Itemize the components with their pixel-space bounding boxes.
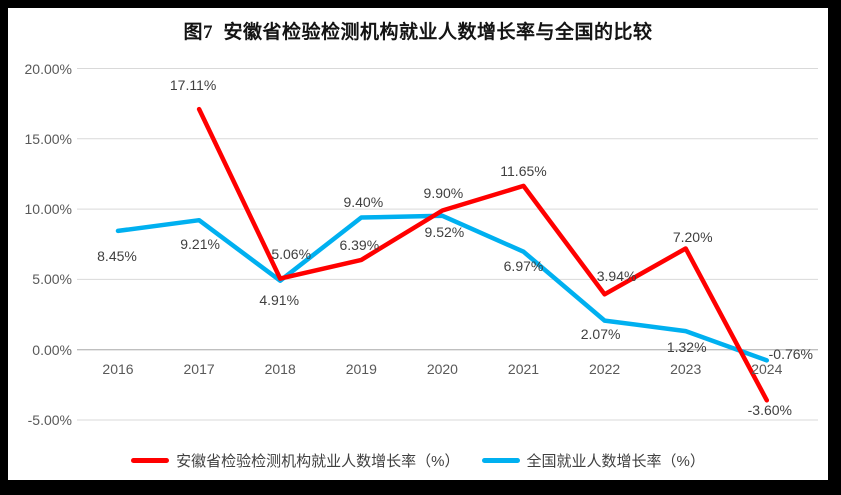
x-category-label: 2019 — [345, 361, 377, 377]
anhui-data-label: 17.11% — [169, 77, 217, 94]
y-tick-label: -5.00% — [27, 412, 72, 428]
legend-label: 全国就业人数增长率（%） — [526, 452, 705, 470]
x-category-label: 2021 — [507, 361, 540, 377]
national-data-label: -0.76% — [768, 346, 813, 363]
x-category-label: 2020 — [426, 361, 458, 377]
national-data-label: 9.21% — [180, 236, 220, 253]
anhui-data-label: 9.90% — [423, 184, 464, 201]
national-data-label: 8.45% — [97, 247, 137, 264]
chart-surface: 图7 安徽省检验检测机构就业人数增长率与全国的比较 20.00% 15.00% 10… — [8, 8, 828, 480]
x-category-label: 2022 — [589, 361, 621, 377]
plot-area — [77, 68, 818, 421]
y-tick-label: 10.00% — [24, 201, 72, 218]
x-category-label: 2023 — [670, 361, 702, 377]
x-category-label: 2024 — [751, 361, 783, 377]
legend-swatch-icon — [131, 457, 170, 463]
y-tick-label: 20.00% — [24, 60, 72, 77]
anhui-data-label: 3.94% — [596, 268, 637, 285]
anhui-data-label: 11.65% — [500, 162, 547, 179]
legend-item-anhui: 安徽省检验检测机构就业人数增长率（%） — [131, 450, 460, 471]
anhui-data-label: 6.39% — [339, 236, 380, 253]
national-series-line — [115, 213, 770, 363]
national-data-label: 6.97% — [503, 257, 544, 274]
y-tick-label: 15.00% — [24, 130, 72, 147]
chart-title: 图7 安徽省检验检测机构就业人数增长率与全国的比较 — [183, 22, 653, 43]
y-tick-label: 5.00% — [32, 271, 72, 288]
legend-item-national: 全国就业人数增长率（%） — [481, 450, 705, 471]
anhui-data-label: -3.60% — [747, 402, 792, 419]
x-category-label: 2018 — [264, 361, 296, 377]
national-data-label: 9.40% — [343, 193, 384, 210]
anhui-series-line — [196, 106, 770, 403]
national-data-label: 4.91% — [259, 291, 300, 308]
x-category-label: 2017 — [183, 361, 215, 377]
legend-swatch-icon — [481, 457, 520, 463]
legend-label: 安徽省检验检测机构就业人数增长率（%） — [176, 452, 460, 470]
legend: 安徽省检验检测机构就业人数增长率（%） 全国就业人数增长率（%） — [8, 449, 828, 471]
anhui-data-label: 7.20% — [672, 229, 713, 246]
national-data-label: 9.52% — [424, 223, 465, 240]
y-tick-label: 0.00% — [32, 341, 72, 358]
anhui-data-label: 5.06% — [271, 245, 312, 262]
national-data-label: 2.07% — [580, 325, 621, 342]
national-data-label: 1.32% — [666, 339, 707, 356]
x-category-label: 2016 — [102, 361, 134, 377]
